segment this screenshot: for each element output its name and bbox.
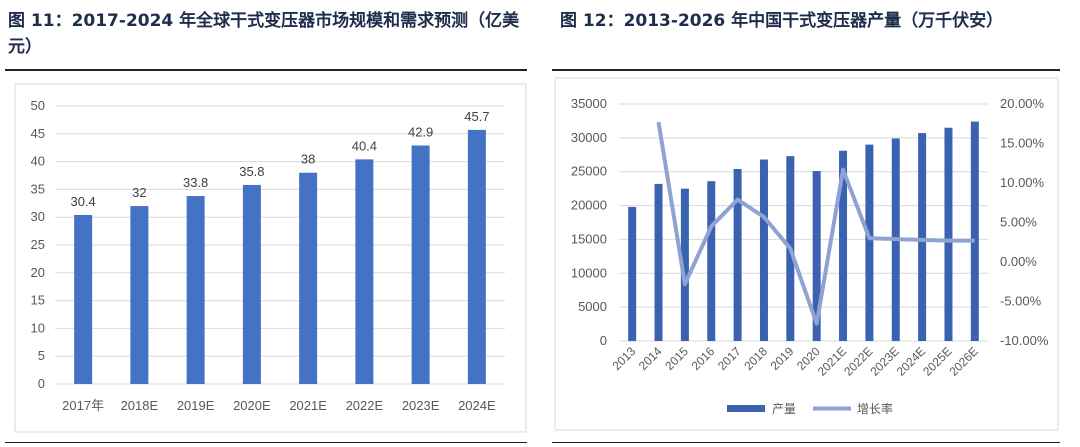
- x-tick-label: 2018E: [121, 398, 159, 413]
- data-label: 40.4: [352, 138, 377, 153]
- title-divider-left: [5, 69, 527, 71]
- y-left-tick-label: 20000: [571, 198, 607, 213]
- chart2-frame: [554, 77, 1059, 431]
- y-right-tick-label: 10.00%: [1000, 175, 1045, 190]
- bar: [944, 127, 953, 341]
- bar: [654, 183, 663, 341]
- y-tick-label: 25: [31, 237, 45, 252]
- x-tick-label: 2019: [768, 344, 797, 373]
- data-label: 42.9: [408, 124, 433, 139]
- bar: [839, 150, 848, 341]
- y-tick-label: 0: [38, 376, 45, 391]
- bar: [74, 214, 93, 384]
- chart1-title: 图 11：2017-2024 年全球干式变压器市场规模和需求预测（亿美元）: [8, 11, 520, 57]
- y-tick-label: 30: [31, 209, 45, 224]
- y-left-tick-label: 35000: [571, 96, 607, 111]
- x-tick-label: 2025E: [920, 344, 954, 378]
- growth-rate-line: [656, 121, 975, 326]
- x-tick-label: 2024E: [894, 344, 928, 378]
- bar: [186, 196, 205, 384]
- x-tick-label: 2024E: [458, 398, 496, 413]
- y-left-tick-label: 5000: [578, 299, 607, 314]
- y-tick-label: 40: [31, 154, 45, 169]
- data-label: 33.8: [183, 175, 208, 190]
- x-tick-label: 2014: [636, 344, 665, 373]
- bar: [299, 172, 318, 384]
- x-tick-label: 2026E: [947, 344, 981, 378]
- legend-label-growth: 增长率: [857, 401, 893, 416]
- y-right-tick-label: -5.00%: [1000, 294, 1042, 309]
- x-tick-label: 2018: [741, 344, 770, 373]
- y-left-tick-label: 15000: [571, 231, 607, 246]
- bar: [242, 184, 261, 384]
- bar: [355, 159, 374, 384]
- y-left-tick-label: 30000: [571, 130, 607, 145]
- y-tick-label: 10: [31, 320, 45, 335]
- x-tick-label: 2022E: [346, 398, 384, 413]
- bottom-divider-right: [552, 442, 1060, 443]
- legend-label-output: 产量: [772, 402, 796, 416]
- x-tick-label: 2021E: [289, 398, 327, 413]
- x-tick-label: 2015: [662, 344, 691, 373]
- x-tick-label: 2023E: [402, 398, 440, 413]
- y-tick-label: 5: [38, 348, 45, 363]
- x-tick-label: 2020E: [233, 398, 271, 413]
- x-tick-label: 2021E: [815, 344, 849, 378]
- bar: [759, 159, 768, 341]
- y-left-tick-label: 25000: [571, 164, 607, 179]
- bar: [970, 121, 979, 341]
- y-right-tick-label: 20.00%: [1000, 96, 1045, 111]
- bar: [628, 206, 637, 341]
- x-tick-label: 2013: [610, 344, 639, 373]
- data-label: 35.8: [239, 164, 264, 179]
- bottom-divider-left: [5, 442, 527, 443]
- bar: [733, 169, 742, 341]
- y-right-tick-label: 5.00%: [1000, 215, 1037, 230]
- chart2-title: 图 12：2013-2026 年中国干式变压器产量（万千伏安）: [560, 11, 1004, 31]
- bar: [812, 171, 821, 341]
- bar: [467, 129, 486, 384]
- bar: [918, 133, 927, 341]
- x-tick-label: 2023E: [867, 344, 901, 378]
- y-left-tick-label: 10000: [571, 265, 607, 280]
- bar: [707, 181, 716, 341]
- y-right-tick-label: -10.00%: [1000, 333, 1049, 348]
- x-tick-label: 2017年: [62, 398, 104, 413]
- chart1-frame: [14, 83, 527, 433]
- y-tick-label: 50: [31, 98, 45, 113]
- y-left-tick-label: 0: [600, 333, 607, 348]
- bar: [411, 145, 430, 384]
- y-tick-label: 35: [31, 181, 45, 196]
- chart1: 0 5 10 15 20 25 30 35 40 45 50 30.4 2017年 32 2018E 33.8…: [31, 98, 505, 413]
- x-tick-label: 2017: [715, 344, 744, 373]
- y-tick-label: 15: [31, 293, 45, 308]
- bar: [680, 188, 689, 341]
- data-label: 38: [301, 152, 315, 167]
- data-label: 30.4: [70, 194, 95, 209]
- y-right-tick-label: 0.00%: [1000, 254, 1037, 269]
- y-tick-label: 45: [31, 126, 45, 141]
- title-divider-right: [552, 69, 1060, 71]
- data-label: 32: [132, 185, 146, 200]
- bar: [865, 144, 874, 341]
- data-label: 45.7: [464, 109, 489, 124]
- legend-bar-swatch: [727, 405, 765, 412]
- y-right-tick-label: 15.00%: [1000, 136, 1045, 151]
- y-tick-label: 20: [31, 265, 45, 280]
- bar: [130, 206, 149, 384]
- x-tick-label: 2016: [689, 344, 718, 373]
- x-tick-label: 2022E: [841, 344, 875, 378]
- x-tick-label: 2019E: [177, 398, 215, 413]
- chart2: 0 5000 10000 15000 20000 25000 30000 35000 -10.0…: [571, 96, 1049, 416]
